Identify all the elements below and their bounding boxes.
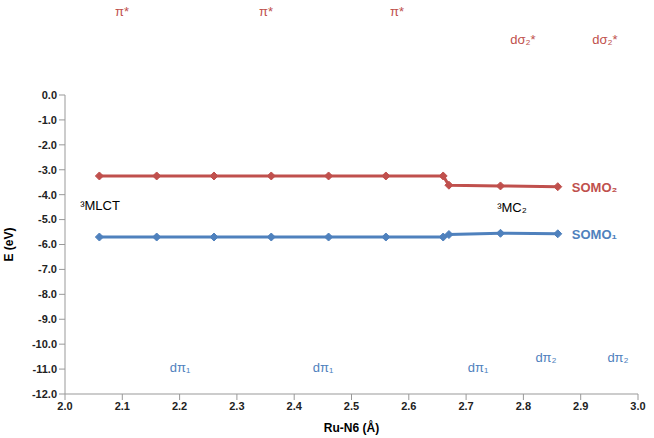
svg-text:E (eV): E (eV) <box>2 227 16 261</box>
svg-text:π*: π* <box>259 4 273 19</box>
svg-text:2.8: 2.8 <box>516 400 531 412</box>
svg-text:-2.0: -2.0 <box>38 139 57 151</box>
svg-text:³MLCT: ³MLCT <box>80 198 120 213</box>
svg-text:-5.0: -5.0 <box>38 213 57 225</box>
svg-text:dπ₁: dπ₁ <box>468 360 489 375</box>
svg-text:SOMO₁: SOMO₁ <box>572 227 617 242</box>
svg-text:π*: π* <box>390 4 404 19</box>
svg-text:-9.0: -9.0 <box>38 313 57 325</box>
svg-text:dσ₂*: dσ₂* <box>592 32 617 47</box>
svg-text:-11.0: -11.0 <box>33 363 57 375</box>
svg-text:π*: π* <box>115 4 129 19</box>
svg-text:0.0: 0.0 <box>42 89 57 101</box>
svg-text:-1.0: -1.0 <box>38 114 57 126</box>
svg-text:-10.0: -10.0 <box>32 338 57 350</box>
svg-text:2.9: 2.9 <box>573 400 588 412</box>
svg-text:-4.0: -4.0 <box>38 189 57 201</box>
svg-text:dπ₂: dπ₂ <box>607 350 628 365</box>
svg-text:dπ₂: dπ₂ <box>535 350 556 365</box>
svg-text:3.0: 3.0 <box>630 400 645 412</box>
svg-text:-8.0: -8.0 <box>38 288 57 300</box>
svg-text:dπ₁: dπ₁ <box>170 360 191 375</box>
svg-text:2.6: 2.6 <box>401 400 416 412</box>
svg-text:SOMO₂: SOMO₂ <box>572 180 618 195</box>
svg-text:2.2: 2.2 <box>172 400 187 412</box>
svg-text:-7.0: -7.0 <box>38 263 57 275</box>
svg-text:2.3: 2.3 <box>229 400 244 412</box>
svg-text:dπ₁: dπ₁ <box>313 360 334 375</box>
svg-text:2.5: 2.5 <box>344 400 359 412</box>
svg-text:2.1: 2.1 <box>115 400 130 412</box>
svg-text:dσ₂*: dσ₂* <box>510 32 535 47</box>
svg-text:-12.0: -12.0 <box>32 388 57 400</box>
svg-text:2.4: 2.4 <box>287 400 303 412</box>
svg-text:³MC₂: ³MC₂ <box>497 200 527 215</box>
svg-text:-6.0: -6.0 <box>38 238 57 250</box>
svg-text:2.0: 2.0 <box>57 400 72 412</box>
svg-text:2.7: 2.7 <box>458 400 473 412</box>
svg-text:Ru-N6 (Å): Ru-N6 (Å) <box>324 420 379 435</box>
svg-text:-3.0: -3.0 <box>38 164 57 176</box>
